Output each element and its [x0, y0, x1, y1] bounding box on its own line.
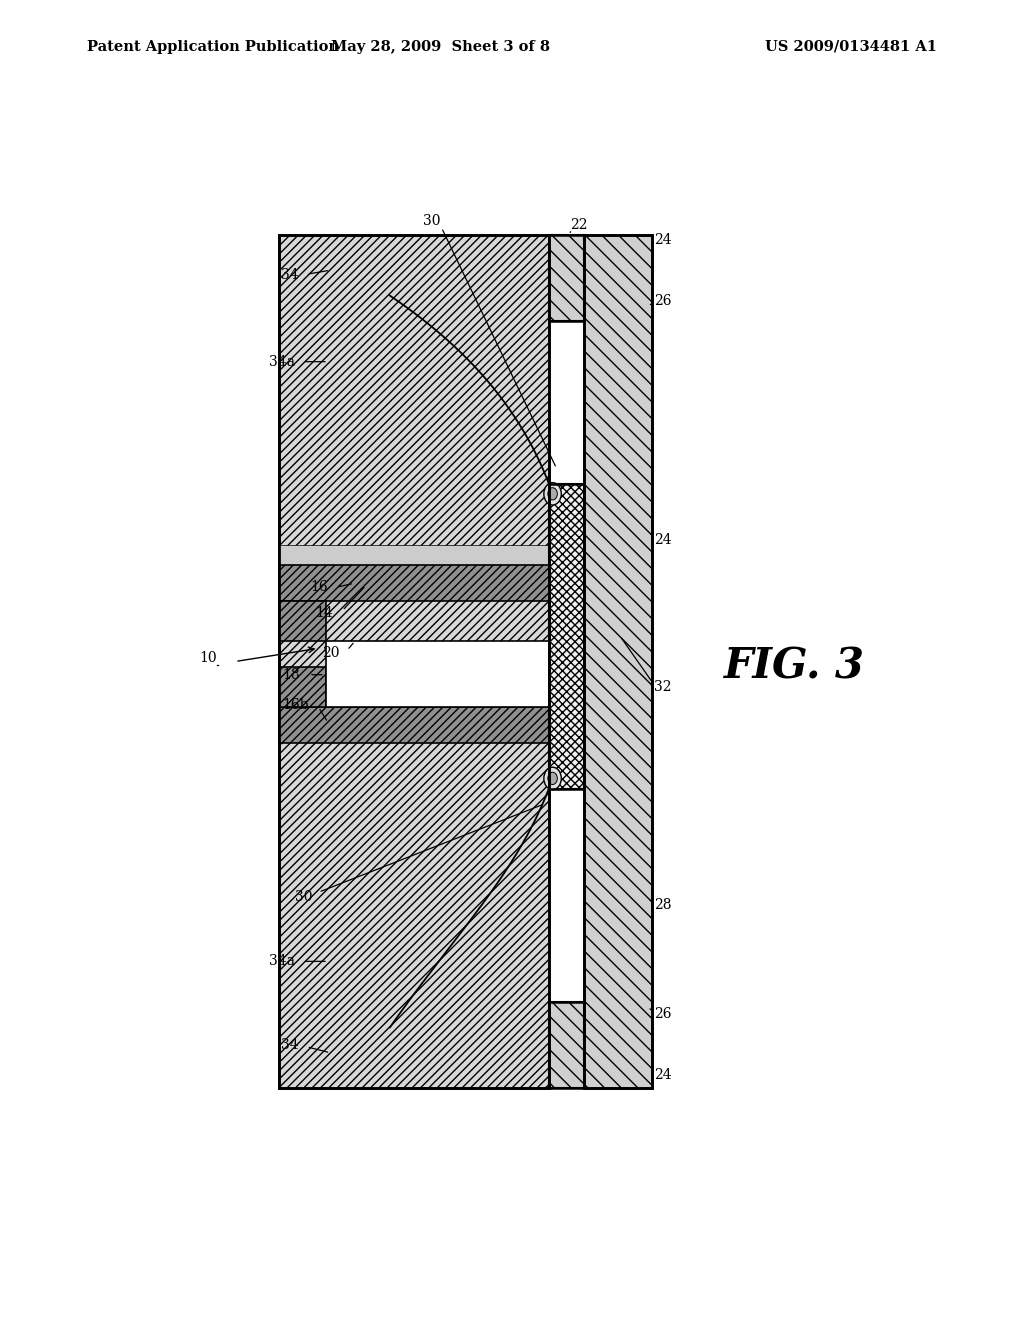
Text: US 2009/0134481 A1: US 2009/0134481 A1: [765, 40, 937, 54]
Bar: [279, 545, 549, 565]
Bar: [549, 235, 585, 321]
Text: 24: 24: [654, 232, 672, 247]
Circle shape: [544, 483, 561, 506]
Bar: [549, 483, 585, 788]
Text: 30: 30: [423, 214, 440, 228]
Bar: [585, 235, 651, 1089]
Text: May 28, 2009  Sheet 3 of 8: May 28, 2009 Sheet 3 of 8: [331, 40, 550, 54]
Text: 24: 24: [654, 532, 672, 546]
Text: 26: 26: [654, 293, 672, 308]
Bar: [279, 235, 549, 1089]
Circle shape: [544, 767, 561, 789]
Bar: [549, 235, 585, 321]
Bar: [549, 483, 585, 788]
Text: 26: 26: [654, 1007, 672, 1022]
Text: Patent Application Publication: Patent Application Publication: [87, 40, 339, 54]
Text: 18: 18: [283, 668, 300, 681]
Bar: [279, 601, 327, 642]
Text: 22: 22: [570, 219, 588, 232]
Bar: [279, 708, 549, 743]
Bar: [585, 235, 651, 1089]
Circle shape: [548, 772, 557, 784]
Text: 34a: 34a: [268, 355, 295, 368]
Text: 34: 34: [281, 268, 299, 282]
Bar: [279, 667, 327, 708]
Circle shape: [548, 487, 557, 500]
Text: 34a: 34a: [268, 954, 295, 969]
Text: 28: 28: [654, 899, 672, 912]
Text: 20: 20: [323, 647, 340, 660]
Text: 16b: 16b: [283, 698, 309, 713]
Bar: [549, 1002, 585, 1089]
Bar: [279, 565, 549, 601]
Text: 16: 16: [310, 581, 328, 594]
Text: 14: 14: [315, 606, 333, 619]
Text: 32: 32: [654, 680, 672, 694]
Text: 30: 30: [296, 890, 313, 904]
Bar: [327, 642, 549, 708]
Bar: [549, 1002, 585, 1089]
Text: 24: 24: [654, 1068, 672, 1082]
Text: 10: 10: [200, 652, 217, 665]
Bar: [279, 235, 549, 1089]
Text: 34: 34: [281, 1038, 299, 1052]
Text: FIG. 3: FIG. 3: [724, 645, 865, 688]
